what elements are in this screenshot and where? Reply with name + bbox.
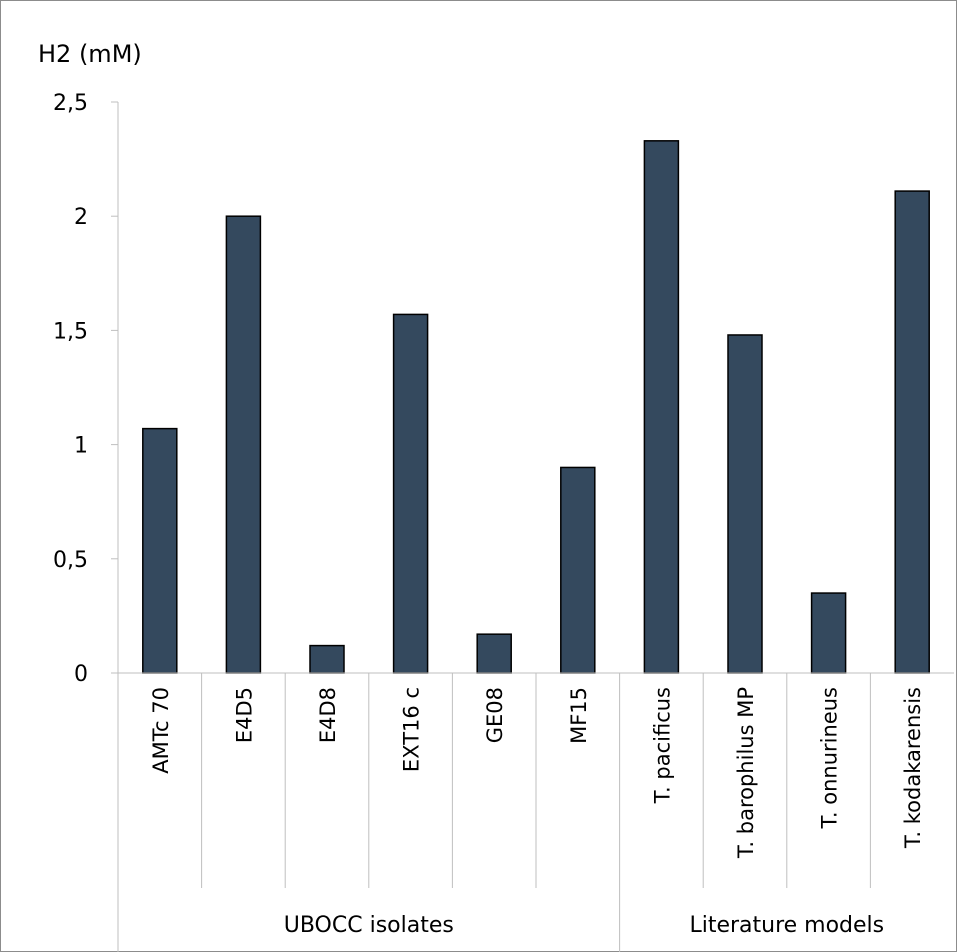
x-tick-label: AMTc 70 xyxy=(149,687,173,774)
bar xyxy=(643,140,680,674)
x-tick-label: GE08 xyxy=(483,687,507,743)
x-tick-label: T. pacificus xyxy=(650,687,674,804)
y-tick-label: 2,5 xyxy=(53,91,88,116)
bar xyxy=(392,313,429,674)
y-tick-label: 0 xyxy=(74,662,88,687)
x-tick-label: T. barophilus MP xyxy=(734,687,758,859)
bar xyxy=(810,592,847,674)
group-label: Literature models xyxy=(689,913,884,938)
y-tick-label: 1 xyxy=(74,434,88,459)
bar xyxy=(727,334,763,674)
bar xyxy=(309,644,345,674)
x-tick-label: T. onnurineus xyxy=(818,687,842,829)
bar xyxy=(894,190,930,674)
x-tick-label: T. kodakarensis xyxy=(901,687,925,849)
y-tick-label: 2 xyxy=(74,205,88,230)
bar xyxy=(476,633,512,674)
y-axis-title: H2 (mM) xyxy=(38,40,142,68)
bar xyxy=(142,427,178,674)
bar xyxy=(225,215,262,674)
bar xyxy=(560,466,596,674)
group-label: UBOCC isolates xyxy=(284,913,454,938)
x-tick-label: MF15 xyxy=(567,687,591,744)
x-tick-label: E4D8 xyxy=(316,687,340,743)
y-tick-label: 1,5 xyxy=(53,319,88,344)
y-tick-label: 0,5 xyxy=(53,548,88,573)
x-tick-label: EXT16 c xyxy=(400,687,424,772)
x-tick-label: E4D5 xyxy=(232,687,256,743)
